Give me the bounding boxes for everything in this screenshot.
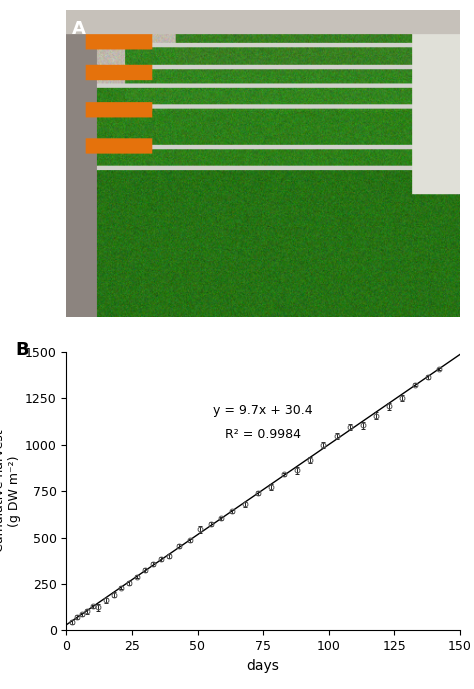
Text: B: B	[15, 341, 29, 359]
Y-axis label: Cumulative harvest
(g DW m⁻²): Cumulative harvest (g DW m⁻²)	[0, 430, 20, 553]
X-axis label: days: days	[246, 659, 280, 672]
Text: R² = 0.9984: R² = 0.9984	[225, 428, 301, 441]
Text: y = 9.7x + 30.4: y = 9.7x + 30.4	[213, 404, 313, 417]
Text: A: A	[72, 19, 86, 37]
